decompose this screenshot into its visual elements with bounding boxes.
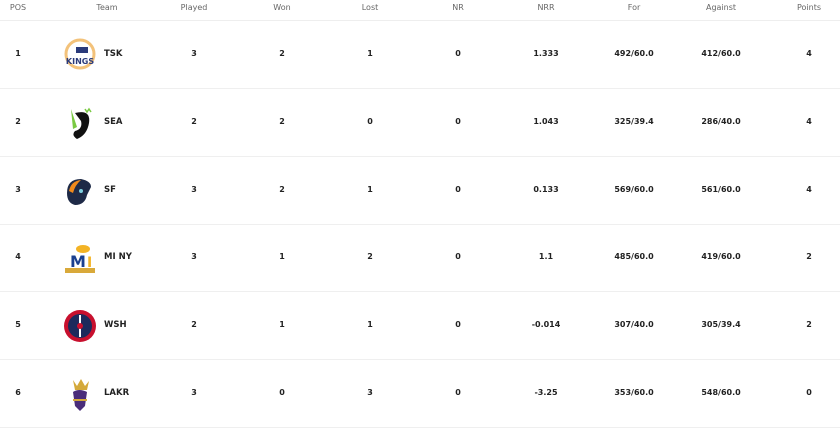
cell-for: 569/60.0 [614, 184, 654, 194]
cell-for: 307/40.0 [614, 320, 654, 330]
table-row[interactable]: 2 SEA 2 2 0 0 1.043 325/39.4 286/40.0 4 [0, 89, 840, 157]
cell-played: 3 [191, 252, 197, 262]
cell-won: 2 [279, 184, 285, 194]
cell-nr: 0 [455, 184, 461, 194]
cell-nrr: 0.133 [533, 184, 559, 194]
cell-nr: 0 [455, 116, 461, 126]
cell-against: 305/39.4 [701, 320, 741, 330]
cell-won: 1 [279, 252, 285, 262]
team-name[interactable]: TSK [104, 49, 123, 59]
svg-text:M: M [70, 252, 86, 271]
table-row[interactable]: 1 KINGS TSK 3 2 1 0 1.333 492/60.0 412/60.0 4 [0, 21, 840, 89]
san-francisco-unicorns-logo [61, 173, 99, 209]
cell-nr: 0 [455, 388, 461, 397]
cell-nrr: 1.333 [533, 49, 559, 58]
cell-pos: 2 [15, 116, 21, 126]
cell-played: 2 [191, 320, 197, 330]
column-header-nrr[interactable]: NRR [537, 3, 555, 12]
cell-points: 4 [806, 184, 812, 194]
cell-lost: 1 [367, 49, 373, 58]
cell-against: 286/40.0 [701, 116, 741, 126]
cell-played: 2 [191, 116, 197, 126]
cell-pos: 1 [15, 49, 21, 58]
cell-nrr: -0.014 [531, 320, 561, 330]
column-header-played[interactable]: Played [180, 3, 208, 12]
cell-against: 419/60.0 [701, 252, 741, 262]
cell-points: 2 [806, 320, 812, 330]
cell-for: 353/60.0 [614, 388, 654, 397]
cell-played: 3 [191, 388, 197, 397]
table-row[interactable]: 3 SF 3 2 1 0 0.133 569/60.0 561/60.0 4 [0, 157, 840, 225]
cell-points: 0 [806, 388, 812, 397]
team-name[interactable]: LAKR [104, 388, 130, 398]
cell-lost: 2 [367, 252, 373, 262]
cell-points: 4 [806, 49, 812, 58]
column-header-won[interactable]: Won [273, 3, 291, 12]
texas-super-kings-logo: KINGS [61, 37, 99, 73]
table-row[interactable]: 6 LAKR 3 0 3 0 -3.25 353/60.0 548/60.0 0 [0, 360, 840, 428]
table-row[interactable]: 5 WSH 2 1 1 0 -0.014 307/40.0 305/39.4 2 [0, 292, 840, 361]
team-name[interactable]: SF [104, 184, 116, 195]
column-header-pos[interactable]: POS [9, 3, 27, 12]
cell-for: 485/60.0 [614, 252, 654, 262]
cell-pos: 4 [15, 252, 21, 262]
cell-nr: 0 [455, 252, 461, 262]
cell-won: 0 [279, 388, 285, 397]
cell-played: 3 [191, 184, 197, 194]
cell-lost: 3 [367, 388, 373, 397]
svg-text:KINGS: KINGS [66, 57, 94, 66]
cell-won: 1 [279, 320, 285, 330]
cell-lost: 1 [367, 320, 373, 330]
column-header-lost[interactable]: Lost [361, 3, 379, 12]
cell-points: 4 [806, 116, 812, 126]
cell-nrr: -3.25 [534, 388, 558, 397]
cell-pos: 6 [15, 388, 21, 397]
cell-pos: 3 [15, 184, 21, 194]
cell-nrr: 1.043 [533, 116, 559, 126]
column-header-against[interactable]: Against [705, 3, 737, 12]
column-header-points[interactable]: Points [796, 3, 822, 12]
column-header-team[interactable]: Team [96, 3, 118, 12]
washington-freedom-logo [61, 308, 99, 344]
column-header-nr[interactable]: NR [452, 3, 464, 12]
cell-for: 325/39.4 [614, 116, 654, 126]
cell-against: 561/60.0 [701, 184, 741, 194]
cell-won: 2 [279, 49, 285, 58]
table-header: POS Team Played Won Lost NR NRR For Against Point… [0, 0, 840, 21]
cell-lost: 1 [367, 184, 373, 194]
team-name[interactable]: MI NY [104, 252, 132, 263]
cell-against: 548/60.0 [701, 388, 741, 397]
cell-for: 492/60.0 [614, 49, 654, 58]
los-angeles-knight-riders-logo [61, 376, 99, 412]
team-name[interactable]: WSH [104, 320, 127, 331]
cell-points: 2 [806, 252, 812, 262]
seattle-orcas-logo [61, 105, 99, 141]
cell-played: 3 [191, 49, 197, 58]
cell-pos: 5 [15, 320, 21, 330]
cell-nr: 0 [455, 49, 461, 58]
cell-won: 2 [279, 116, 285, 126]
table-row[interactable]: 4 M I MI NY 3 1 2 0 1.1 485/60.0 419/60.0 2 [0, 224, 840, 293]
team-name[interactable]: SEA [104, 116, 123, 127]
cell-nrr: 1.1 [538, 252, 554, 262]
cell-lost: 0 [367, 116, 373, 126]
cell-nr: 0 [455, 320, 461, 330]
svg-text:I: I [87, 255, 92, 271]
cell-against: 412/60.0 [701, 49, 741, 58]
column-header-for[interactable]: For [627, 3, 641, 12]
